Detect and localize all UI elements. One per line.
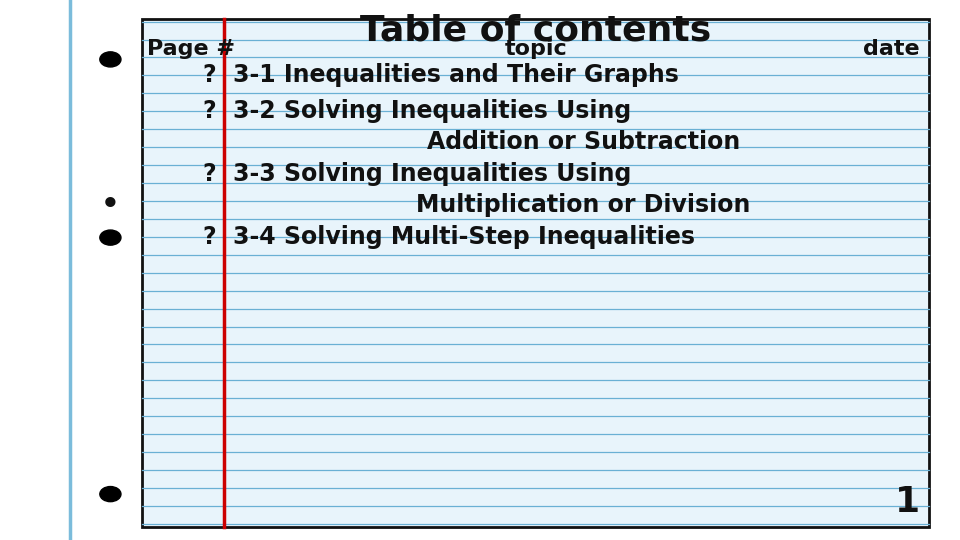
Text: •: • [101,191,120,219]
Text: 3-4 Solving Multi-Step Inequalities: 3-4 Solving Multi-Step Inequalities [233,225,695,249]
Text: ?: ? [203,162,216,186]
Ellipse shape [100,487,121,502]
Text: ?: ? [203,63,216,87]
Ellipse shape [100,230,121,245]
Text: 3-1 Inequalities and Their Graphs: 3-1 Inequalities and Their Graphs [233,63,679,87]
Text: ?: ? [203,99,216,123]
Text: Page #: Page # [147,38,235,58]
Text: Addition or Subtraction: Addition or Subtraction [427,130,740,154]
Text: topic: topic [504,38,567,58]
Text: 1: 1 [895,485,920,519]
Text: Table of contents: Table of contents [360,14,711,48]
Text: 3-2 Solving Inequalities Using: 3-2 Solving Inequalities Using [233,99,632,123]
Text: date: date [863,38,920,58]
Text: Multiplication or Division: Multiplication or Division [417,193,751,217]
Text: ?: ? [203,225,216,249]
Ellipse shape [100,52,121,67]
Bar [142,19,929,526]
Text: 3-3 Solving Inequalities Using: 3-3 Solving Inequalities Using [233,162,632,186]
